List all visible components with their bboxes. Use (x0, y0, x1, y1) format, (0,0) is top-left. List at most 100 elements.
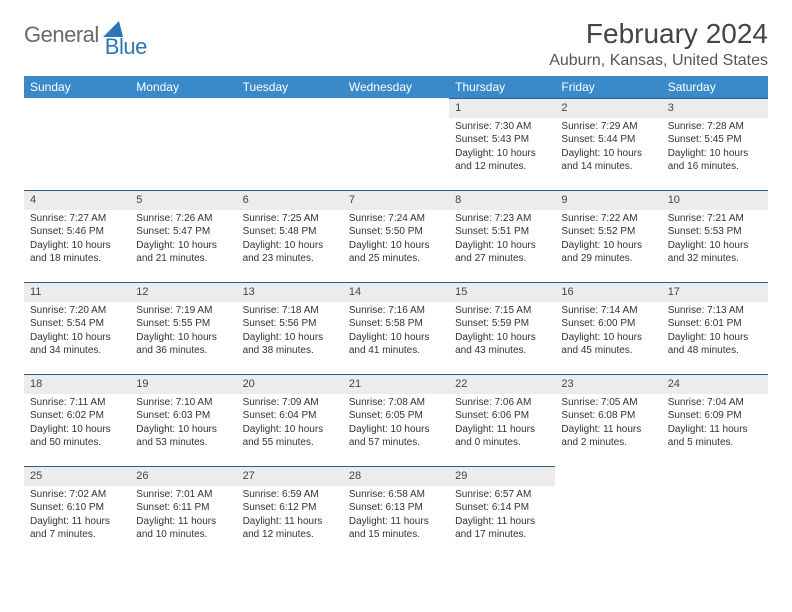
calendar-day-cell: 10Sunrise: 7:21 AMSunset: 5:53 PMDayligh… (662, 190, 768, 282)
day-detail: Sunrise: 7:09 AMSunset: 6:04 PMDaylight:… (237, 394, 343, 454)
sunset-line: Sunset: 5:52 PM (561, 225, 655, 239)
weekday-header: Thursday (449, 76, 555, 98)
calendar-day-cell: 11Sunrise: 7:20 AMSunset: 5:54 PMDayligh… (24, 282, 130, 374)
day-number-band: 21 (343, 374, 449, 394)
weekday-header: Wednesday (343, 76, 449, 98)
day-detail: Sunrise: 7:16 AMSunset: 5:58 PMDaylight:… (343, 302, 449, 362)
day-detail: Sunrise: 7:19 AMSunset: 5:55 PMDaylight:… (130, 302, 236, 362)
sunrise-line: Sunrise: 6:59 AM (243, 488, 337, 502)
calendar-day-cell: 6Sunrise: 7:25 AMSunset: 5:48 PMDaylight… (237, 190, 343, 282)
day-detail: Sunrise: 7:05 AMSunset: 6:08 PMDaylight:… (555, 394, 661, 454)
day-detail: Sunrise: 6:59 AMSunset: 6:12 PMDaylight:… (237, 486, 343, 546)
daylight-line: Daylight: 10 hours and 32 minutes. (668, 239, 762, 266)
sunset-line: Sunset: 5:58 PM (349, 317, 443, 331)
sunset-line: Sunset: 6:13 PM (349, 501, 443, 515)
calendar-day-cell: 16Sunrise: 7:14 AMSunset: 6:00 PMDayligh… (555, 282, 661, 374)
sunrise-line: Sunrise: 6:58 AM (349, 488, 443, 502)
calendar-day-cell: 25Sunrise: 7:02 AMSunset: 6:10 PMDayligh… (24, 466, 130, 558)
day-detail: Sunrise: 7:15 AMSunset: 5:59 PMDaylight:… (449, 302, 555, 362)
sunrise-line: Sunrise: 7:05 AM (561, 396, 655, 410)
sunset-line: Sunset: 5:55 PM (136, 317, 230, 331)
calendar-week-row: 4Sunrise: 7:27 AMSunset: 5:46 PMDaylight… (24, 190, 768, 282)
day-detail: Sunrise: 7:27 AMSunset: 5:46 PMDaylight:… (24, 210, 130, 270)
day-number-band: 7 (343, 190, 449, 210)
calendar-day-cell: 7Sunrise: 7:24 AMSunset: 5:50 PMDaylight… (343, 190, 449, 282)
sunset-line: Sunset: 5:51 PM (455, 225, 549, 239)
day-number-band: 24 (662, 374, 768, 394)
brand-word-2: Blue (105, 34, 147, 60)
daylight-line: Daylight: 10 hours and 25 minutes. (349, 239, 443, 266)
day-detail: Sunrise: 6:58 AMSunset: 6:13 PMDaylight:… (343, 486, 449, 546)
sunrise-line: Sunrise: 7:13 AM (668, 304, 762, 318)
sunrise-line: Sunrise: 7:22 AM (561, 212, 655, 226)
day-number-band: 15 (449, 282, 555, 302)
sunrise-line: Sunrise: 7:19 AM (136, 304, 230, 318)
day-number-band: 10 (662, 190, 768, 210)
daylight-line: Daylight: 11 hours and 12 minutes. (243, 515, 337, 542)
calendar-empty-cell (555, 466, 661, 558)
day-number-band: 19 (130, 374, 236, 394)
day-detail: Sunrise: 7:02 AMSunset: 6:10 PMDaylight:… (24, 486, 130, 546)
day-detail: Sunrise: 7:30 AMSunset: 5:43 PMDaylight:… (449, 118, 555, 178)
sunrise-line: Sunrise: 7:04 AM (668, 396, 762, 410)
sunset-line: Sunset: 6:11 PM (136, 501, 230, 515)
daylight-line: Daylight: 10 hours and 36 minutes. (136, 331, 230, 358)
daylight-line: Daylight: 10 hours and 18 minutes. (30, 239, 124, 266)
sunrise-line: Sunrise: 7:15 AM (455, 304, 549, 318)
weekday-header: Tuesday (237, 76, 343, 98)
sunset-line: Sunset: 6:00 PM (561, 317, 655, 331)
sunrise-line: Sunrise: 7:11 AM (30, 396, 124, 410)
sunset-line: Sunset: 5:43 PM (455, 133, 549, 147)
sunrise-line: Sunrise: 7:01 AM (136, 488, 230, 502)
sunrise-line: Sunrise: 7:18 AM (243, 304, 337, 318)
sunset-line: Sunset: 5:44 PM (561, 133, 655, 147)
daylight-line: Daylight: 10 hours and 16 minutes. (668, 147, 762, 174)
sunrise-line: Sunrise: 7:09 AM (243, 396, 337, 410)
day-detail: Sunrise: 7:13 AMSunset: 6:01 PMDaylight:… (662, 302, 768, 362)
daylight-line: Daylight: 11 hours and 17 minutes. (455, 515, 549, 542)
sunset-line: Sunset: 6:10 PM (30, 501, 124, 515)
sunset-line: Sunset: 5:46 PM (30, 225, 124, 239)
day-number-band: 17 (662, 282, 768, 302)
sunset-line: Sunset: 6:06 PM (455, 409, 549, 423)
sunset-line: Sunset: 5:45 PM (668, 133, 762, 147)
calendar-week-row: 25Sunrise: 7:02 AMSunset: 6:10 PMDayligh… (24, 466, 768, 558)
calendar-day-cell: 28Sunrise: 6:58 AMSunset: 6:13 PMDayligh… (343, 466, 449, 558)
day-number-band: 23 (555, 374, 661, 394)
calendar-day-cell: 8Sunrise: 7:23 AMSunset: 5:51 PMDaylight… (449, 190, 555, 282)
day-number-band: 12 (130, 282, 236, 302)
sunset-line: Sunset: 6:01 PM (668, 317, 762, 331)
daylight-line: Daylight: 11 hours and 7 minutes. (30, 515, 124, 542)
sunrise-line: Sunrise: 7:29 AM (561, 120, 655, 134)
day-number-band: 20 (237, 374, 343, 394)
sunrise-line: Sunrise: 6:57 AM (455, 488, 549, 502)
calendar-empty-cell (343, 98, 449, 190)
day-number-band: 16 (555, 282, 661, 302)
sunset-line: Sunset: 6:09 PM (668, 409, 762, 423)
sunset-line: Sunset: 5:59 PM (455, 317, 549, 331)
sunrise-line: Sunrise: 7:28 AM (668, 120, 762, 134)
sunrise-line: Sunrise: 7:21 AM (668, 212, 762, 226)
day-detail: Sunrise: 7:21 AMSunset: 5:53 PMDaylight:… (662, 210, 768, 270)
calendar-week-row: 18Sunrise: 7:11 AMSunset: 6:02 PMDayligh… (24, 374, 768, 466)
sunrise-line: Sunrise: 7:14 AM (561, 304, 655, 318)
sunrise-line: Sunrise: 7:02 AM (30, 488, 124, 502)
calendar-day-cell: 1Sunrise: 7:30 AMSunset: 5:43 PMDaylight… (449, 98, 555, 190)
daylight-line: Daylight: 11 hours and 15 minutes. (349, 515, 443, 542)
calendar-day-cell: 4Sunrise: 7:27 AMSunset: 5:46 PMDaylight… (24, 190, 130, 282)
sunrise-line: Sunrise: 7:30 AM (455, 120, 549, 134)
day-detail: Sunrise: 7:11 AMSunset: 6:02 PMDaylight:… (24, 394, 130, 454)
day-number-band: 26 (130, 466, 236, 486)
day-number-band: 29 (449, 466, 555, 486)
sunrise-line: Sunrise: 7:06 AM (455, 396, 549, 410)
brand-logo: General Blue (24, 18, 165, 48)
calendar-day-cell: 23Sunrise: 7:05 AMSunset: 6:08 PMDayligh… (555, 374, 661, 466)
daylight-line: Daylight: 11 hours and 0 minutes. (455, 423, 549, 450)
calendar-day-cell: 2Sunrise: 7:29 AMSunset: 5:44 PMDaylight… (555, 98, 661, 190)
day-number-band: 27 (237, 466, 343, 486)
calendar-day-cell: 19Sunrise: 7:10 AMSunset: 6:03 PMDayligh… (130, 374, 236, 466)
day-detail: Sunrise: 7:23 AMSunset: 5:51 PMDaylight:… (449, 210, 555, 270)
sunrise-line: Sunrise: 7:25 AM (243, 212, 337, 226)
day-number-band: 4 (24, 190, 130, 210)
day-number-band: 18 (24, 374, 130, 394)
